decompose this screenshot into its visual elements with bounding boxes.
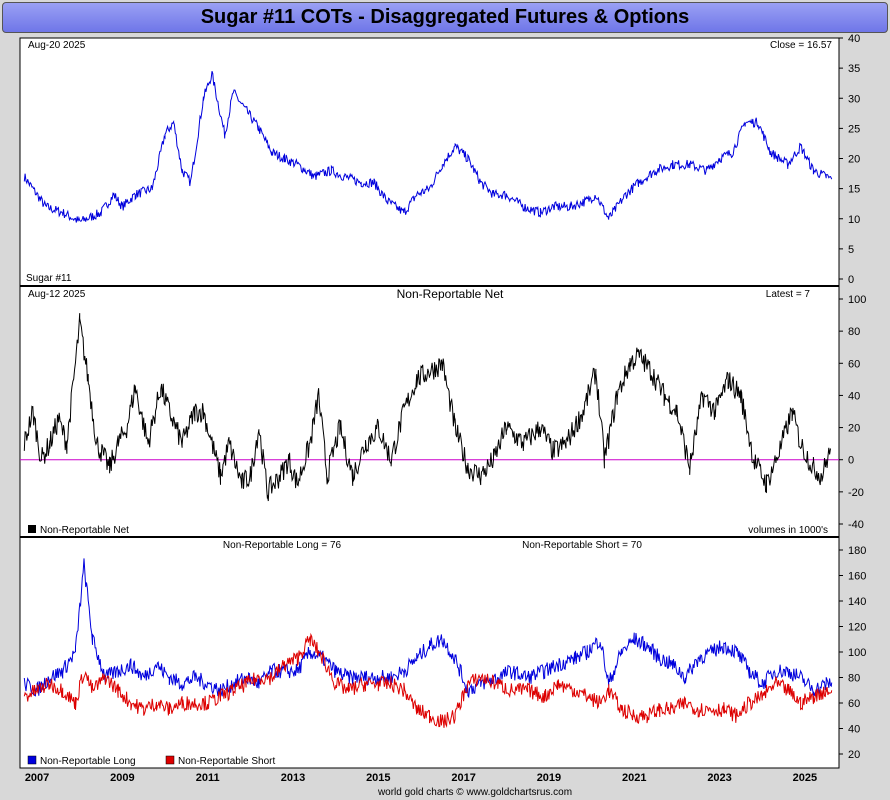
y-tick-label: 0 [848, 455, 854, 467]
panel3-bg [19, 536, 840, 769]
x-tick-label: 2009 [110, 772, 134, 784]
x-tick-label: 2019 [537, 772, 561, 784]
panel1-date-label: Aug-20 2025 [28, 40, 86, 51]
y-tick-label: -40 [848, 519, 864, 531]
y-tick-label: 5 [848, 244, 854, 256]
y-tick-label: 60 [848, 358, 860, 370]
y-tick-label: 30 [848, 93, 860, 105]
panel3-legend-long: Non-Reportable Long [40, 756, 136, 767]
y-tick-label: 160 [848, 571, 866, 583]
x-tick-label: 2015 [366, 772, 390, 784]
panel2-bg [19, 285, 840, 538]
panel3-long-label: Non-Reportable Long = 76 [223, 540, 342, 551]
x-tick-label: 2013 [281, 772, 305, 784]
y-tick-label: 60 [848, 698, 860, 710]
x-tick-label: 2021 [622, 772, 646, 784]
panel2-date-label: Aug-12 2025 [28, 289, 86, 300]
y-tick-label: 20 [848, 423, 860, 435]
long-legend-swatch [27, 755, 37, 765]
short-legend-swatch [165, 755, 175, 765]
y-tick-label: 100 [848, 647, 866, 659]
panel1-bg [19, 37, 840, 287]
net-legend-swatch [28, 525, 36, 533]
y-tick-label: 40 [848, 390, 860, 402]
y-tick-label: 20 [848, 154, 860, 166]
series-line-sugar-11 [23, 71, 833, 223]
x-tick-label: 2007 [25, 772, 49, 784]
y-tick-label: 40 [848, 724, 860, 736]
y-tick-label: 10 [848, 214, 860, 226]
panel2-latest-label: Latest = 7 [766, 289, 811, 300]
series-line-non-reportable-short [23, 632, 833, 728]
y-tick-label: 120 [848, 622, 866, 634]
panel3-short-label: Non-Reportable Short = 70 [522, 540, 642, 551]
y-tick-label: 100 [848, 294, 866, 306]
y-tick-label: 180 [848, 545, 866, 557]
y-tick-label: 140 [848, 596, 866, 608]
series-line-non-reportable-long [23, 558, 833, 699]
chart-title: Sugar #11 COTs - Disaggregated Futures &… [200, 6, 690, 28]
y-tick-label: 0 [848, 274, 854, 286]
series-line-non-reportable-net [23, 313, 831, 502]
panel2-title: Non-Reportable Net [397, 287, 504, 301]
x-tick-label: 2017 [451, 772, 475, 784]
y-tick-label: 40 [848, 33, 860, 45]
y-tick-label: 15 [848, 184, 860, 196]
footer-credit: world gold charts © www.goldchartsrus.co… [377, 787, 572, 798]
y-tick-label: 20 [848, 749, 860, 761]
x-tick-label: 2011 [196, 772, 220, 784]
panel1-close-label: Close = 16.57 [770, 40, 832, 51]
y-tick-label: -20 [848, 487, 864, 499]
y-tick-label: 80 [848, 673, 860, 685]
x-tick-label: 2023 [707, 772, 731, 784]
title-bar: Sugar #11 COTs - Disaggregated Futures &… [2, 2, 888, 33]
panel3-legend-short: Non-Reportable Short [178, 756, 275, 767]
panel2-units-label: volumes in 1000's [748, 525, 828, 536]
y-tick-label: 25 [848, 123, 860, 135]
panel2-legend: Non-Reportable Net [40, 525, 129, 536]
y-tick-label: 35 [848, 63, 860, 75]
x-tick-label: 2025 [793, 772, 817, 784]
y-tick-label: 80 [848, 326, 860, 338]
panel1-name-label: Sugar #11 [26, 273, 72, 284]
